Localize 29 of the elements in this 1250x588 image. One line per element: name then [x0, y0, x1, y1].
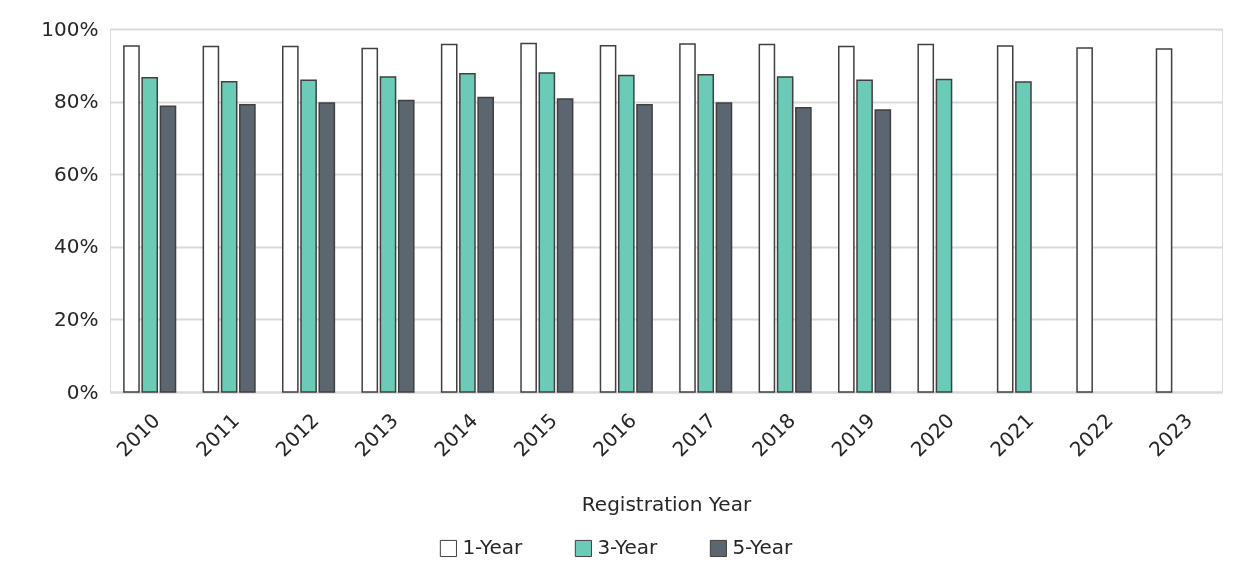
- x-axis-title: Registration Year: [581, 491, 752, 516]
- bar: [935, 78, 953, 393]
- bar: [599, 44, 617, 393]
- bar: [715, 102, 733, 393]
- y-tick-label: 20%: [54, 306, 99, 331]
- y-tick-label: 0%: [66, 379, 99, 404]
- legend-label: 5-Year: [732, 535, 794, 560]
- bar: [220, 80, 238, 393]
- bar: [397, 99, 415, 393]
- bar: [239, 104, 256, 393]
- bar: [758, 43, 776, 393]
- legend-label: 3-Year: [597, 535, 659, 560]
- bar: [1155, 48, 1173, 393]
- bar: [520, 42, 537, 393]
- bar: [776, 76, 794, 393]
- bar: [1076, 47, 1093, 393]
- bar: [538, 72, 556, 393]
- bar: [379, 76, 397, 393]
- bar: [159, 105, 177, 393]
- y-tick-label: 60%: [54, 161, 99, 186]
- y-tick-label: 80%: [54, 89, 99, 114]
- bar: [795, 107, 812, 393]
- bar: [202, 45, 220, 393]
- y-tick-label: 40%: [54, 234, 99, 259]
- y-tick-label: 100%: [41, 16, 99, 41]
- bar: [556, 98, 574, 393]
- bar: [361, 47, 379, 393]
- bar: [917, 43, 935, 393]
- legend-label: 1-Year: [462, 535, 524, 560]
